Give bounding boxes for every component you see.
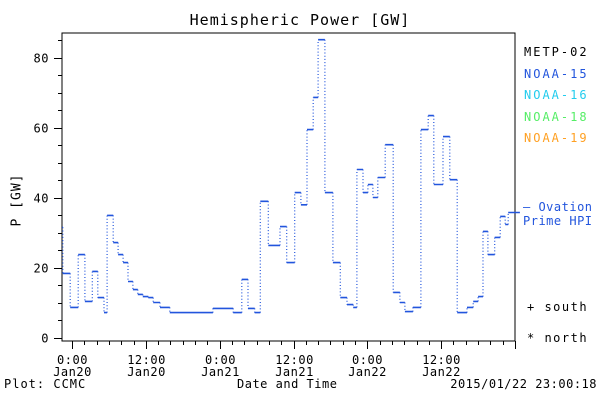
x-tick-time-label: 12:00 (275, 353, 314, 367)
y-tick-label: 80 (34, 52, 49, 66)
x-tick-date-label: Jan20 (53, 365, 92, 379)
x-tick-time-label: 0:00 (352, 353, 383, 367)
x-tick-date-label: Jan22 (422, 365, 461, 379)
plot-timestamp: 2015/01/22 23:00:18 (450, 377, 597, 391)
legend-item-noaa-16: NOAA-16 (524, 88, 589, 102)
y-tick-label: 20 (34, 262, 49, 276)
y-tick-label: 0 (41, 332, 49, 346)
plot-source-label: Plot: CCMC (4, 377, 87, 391)
axes-frame (61, 32, 516, 342)
marker-key-south: + south (527, 300, 589, 314)
x-tick-date-label: Jan22 (348, 365, 387, 379)
marker-key-north: * north (527, 331, 589, 345)
x-tick-time-label: 0:00 (205, 353, 236, 367)
legend-item-metp-02: METP-02 (524, 45, 589, 59)
legend-item-noaa-15: NOAA-15 (524, 66, 589, 81)
legend-item-noaa-18: NOAA-18 (524, 109, 589, 124)
series-label-ovation-prime-hpi: — Ovation Prime HPI (523, 200, 593, 228)
x-tick-time-label: 12:00 (422, 353, 461, 367)
series-label-line1: — Ovation (523, 200, 593, 214)
hpi-step-connectors (62, 39, 509, 313)
y-tick-label: 60 (34, 122, 49, 136)
x-tick-date-label: Jan21 (201, 365, 240, 379)
chart-title: Hemispheric Power [GW] (189, 11, 411, 29)
series-label-line2: Prime HPI (523, 214, 593, 228)
x-tick-date-label: Jan21 (275, 365, 314, 379)
x-tick-time-label: 12:00 (127, 353, 166, 367)
hpi-data-segments (62, 38, 520, 314)
legend-item-noaa-19: NOAA-19 (524, 131, 589, 145)
x-tick-time-label: 0:00 (57, 353, 88, 367)
y-tick-label: 40 (34, 192, 49, 206)
x-tick-date-label: Jan20 (127, 365, 166, 379)
y-axis-label: P [GW] (9, 173, 25, 227)
x-axis-label: Date and Time (237, 377, 338, 391)
